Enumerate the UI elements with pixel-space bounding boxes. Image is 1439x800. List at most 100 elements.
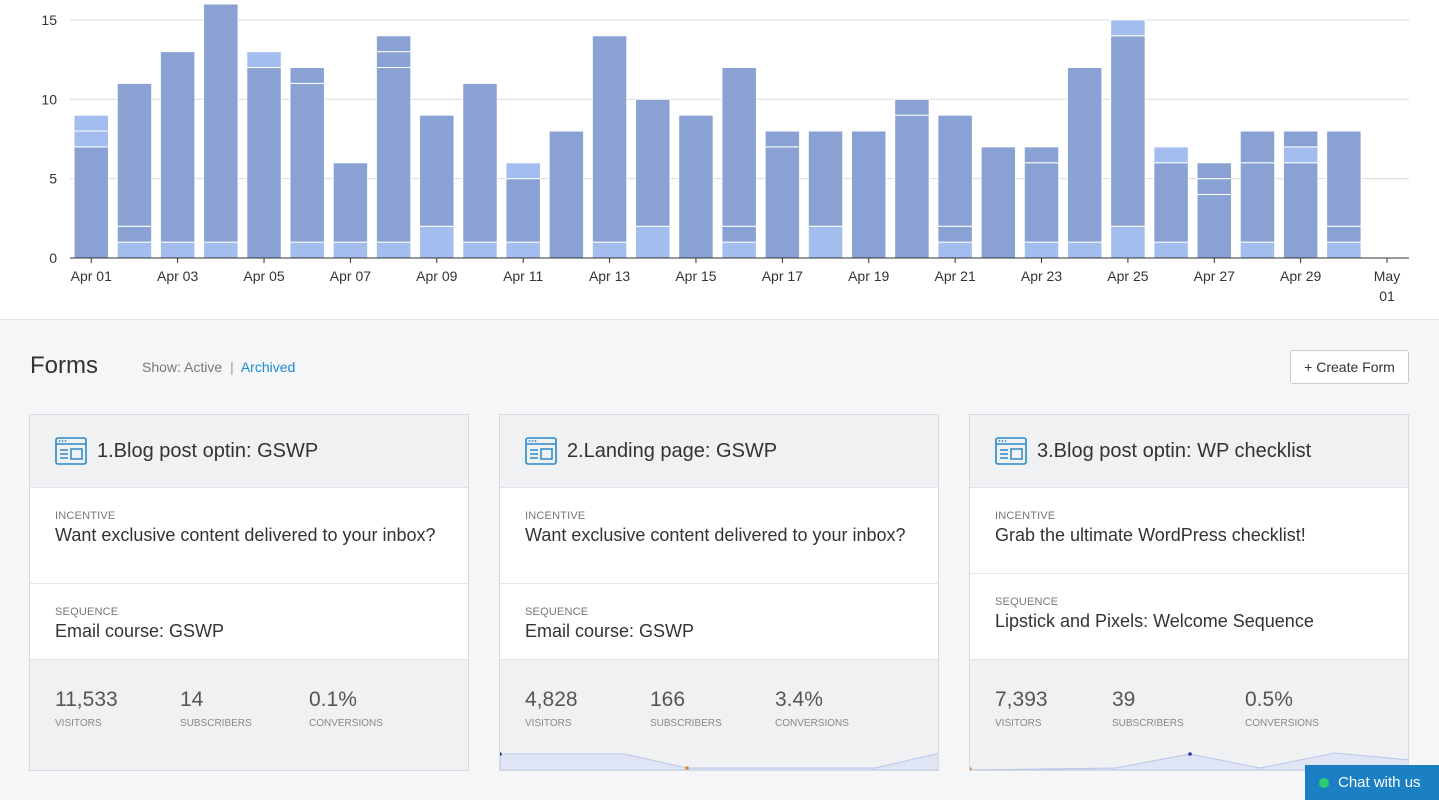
x-tick-label: Apr 19 <box>848 268 889 284</box>
sparkline-area <box>500 752 938 770</box>
form-sparkline <box>970 752 1408 770</box>
bar-segment <box>1326 225 1362 243</box>
x-tick-label: Apr 01 <box>71 268 112 284</box>
bar-segment <box>116 225 153 243</box>
subscribers-stat: 166 SUBSCRIBERS <box>650 688 722 729</box>
bar-segment <box>116 241 153 259</box>
bar-segment <box>246 51 282 68</box>
x-tick-label: Apr 11 <box>503 268 543 284</box>
form-card-header[interactable]: 3.Blog post optin: WP checklist <box>970 415 1408 488</box>
bar-segment <box>894 98 930 116</box>
incentive-section: INCENTIVE Grab the ultimate WordPress ch… <box>970 488 1408 574</box>
incentive-label: INCENTIVE <box>995 510 1056 522</box>
bar-segment <box>937 114 973 227</box>
bar-segment <box>159 241 196 259</box>
y-tick-label: 15 <box>41 12 57 28</box>
signups-chart: 0 5 10 15 Apr 01 Apr 03 Apr 05 Apr 07 Apr 09 Apr … <box>0 0 1439 320</box>
chat-with-us-button[interactable]: Chat with us <box>1305 765 1439 800</box>
bar-segment <box>1023 241 1060 259</box>
form-window-icon <box>55 437 87 465</box>
visitors-stat: 11,533 VISITORS <box>55 688 118 729</box>
form-card-header[interactable]: 1.Blog post optin: GSWP <box>30 415 468 488</box>
bar-segment <box>850 130 887 259</box>
bar-segment <box>375 51 412 68</box>
x-tick-label: Apr 17 <box>762 268 803 284</box>
conversions-label: CONVERSIONS <box>309 718 383 729</box>
bar-segment <box>289 241 325 259</box>
incentive-section: INCENTIVE Want exclusive content deliver… <box>500 488 938 584</box>
bar-segment <box>721 225 757 243</box>
bar-segment <box>1282 146 1319 164</box>
bar-segment <box>635 98 671 227</box>
bar-segment <box>1239 162 1276 243</box>
form-stats: 11,533 VISITORS 14 SUBSCRIBERS 0.1% CONV… <box>30 660 468 770</box>
bar-segment <box>678 114 714 259</box>
x-tick-label: Apr 25 <box>1107 268 1148 284</box>
conversions-stat: 3.4% CONVERSIONS <box>775 688 849 729</box>
online-status-icon <box>1319 777 1329 788</box>
bar-segment <box>462 241 498 259</box>
form-card-header[interactable]: 2.Landing page: GSWP <box>500 415 938 488</box>
subscribers-stat: 14 SUBSCRIBERS <box>180 688 252 729</box>
filter-active[interactable]: Active <box>184 359 223 375</box>
bar-segment <box>1110 225 1146 259</box>
form-card-title[interactable]: 3.Blog post optin: WP checklist <box>1037 439 1312 462</box>
bar-segment <box>73 146 109 259</box>
bar-segment <box>937 225 973 243</box>
bar-segment <box>419 225 455 259</box>
bar-segment <box>1153 162 1189 243</box>
bar-segment <box>764 130 801 148</box>
form-card-title[interactable]: 2.Landing page: GSWP <box>567 439 778 462</box>
conversions-stat: 0.5% CONVERSIONS <box>1245 688 1319 729</box>
bar-segment <box>764 146 801 259</box>
bar-segment <box>73 114 109 132</box>
sequence-value: Lipstick and Pixels: Welcome Sequence <box>995 611 1314 631</box>
sequence-value: Email course: GSWP <box>55 621 225 641</box>
x-tick-label: Apr 29 <box>1280 268 1321 284</box>
subscribers-value: 39 <box>1112 688 1136 711</box>
bar-segment <box>289 82 325 243</box>
filter-separator: | <box>230 359 234 375</box>
form-card[interactable]: 1.Blog post optin: GSWP INCENTIVE Want e… <box>29 414 469 771</box>
bar-segment <box>1110 19 1146 37</box>
bar-segment <box>375 67 412 243</box>
bar-segment <box>635 225 671 259</box>
bar-segment <box>1196 178 1233 195</box>
bar-segment <box>980 146 1017 259</box>
bar-segment <box>375 35 412 53</box>
bar-segment <box>246 67 282 259</box>
filter-archived-link[interactable]: Archived <box>240 359 296 375</box>
form-stats: 7,393 VISITORS 39 SUBSCRIBERS 0.5% CONVE… <box>970 660 1408 770</box>
form-card[interactable]: 2.Landing page: GSWP INCENTIVE Want excl… <box>499 414 939 771</box>
bar-segment <box>1153 146 1189 164</box>
bar-segment <box>1239 241 1276 259</box>
visitors-value: 4,828 <box>525 688 578 711</box>
bar-segment <box>807 130 844 227</box>
create-form-button[interactable]: + Create Form <box>1290 350 1409 384</box>
incentive-section: INCENTIVE Want exclusive content deliver… <box>30 488 468 584</box>
sequence-section: SEQUENCE Email course: GSWP <box>500 584 938 660</box>
form-card-title[interactable]: 1.Blog post optin: GSWP <box>97 439 319 462</box>
visitors-label: VISITORS <box>55 718 102 729</box>
x-tick-label: Apr 15 <box>675 268 716 284</box>
bar-segment <box>462 82 498 243</box>
y-tick-label: 5 <box>49 171 57 187</box>
bar-segment <box>591 241 628 259</box>
x-tick-label: Apr 27 <box>1194 268 1235 284</box>
conversions-value: 0.1% <box>309 688 357 711</box>
x-tick-label: Apr 07 <box>330 268 371 284</box>
bar-segment <box>159 51 196 243</box>
bar-segment <box>894 114 930 259</box>
bar-segment <box>203 3 239 243</box>
visitors-stat: 4,828 VISITORS <box>525 688 578 729</box>
subscribers-label: SUBSCRIBERS <box>180 718 252 729</box>
x-tick-label: Apr 03 <box>157 268 198 284</box>
chart-bars <box>73 3 1362 259</box>
visitors-stat: 7,393 VISITORS <box>995 688 1048 729</box>
form-window-icon <box>525 437 557 465</box>
bar-segment <box>332 162 369 243</box>
form-card[interactable]: 3.Blog post optin: WP checklist INCENTIV… <box>969 414 1409 771</box>
subscribers-stat: 39 SUBSCRIBERS <box>1112 688 1184 729</box>
incentive-value: Grab the ultimate WordPress checklist! <box>995 525 1306 545</box>
bar-segment <box>203 241 239 259</box>
